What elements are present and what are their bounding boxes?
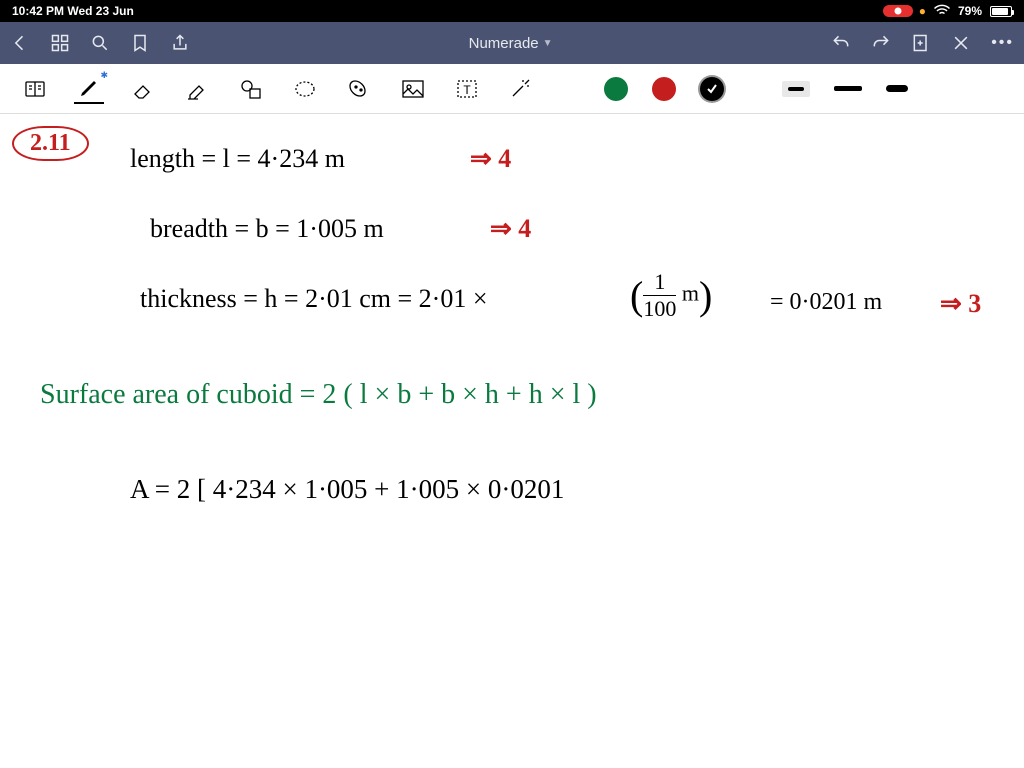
color-green[interactable]	[604, 77, 628, 101]
redo-icon[interactable]	[871, 33, 891, 53]
lasso-tool[interactable]	[290, 74, 320, 104]
rotation-lock-icon: ●	[919, 4, 926, 18]
line-thickness-a: thickness = h = 2·01 cm = 2·01 ×	[140, 284, 488, 314]
grid-icon[interactable]	[50, 33, 70, 53]
line-formula: Surface area of cuboid = 2 ( l × b + b ×…	[40, 379, 597, 411]
color-red[interactable]	[652, 77, 676, 101]
note-canvas[interactable]: 2.11 length = l = 4·234 m ⇒ 4 breadth = …	[0, 114, 1024, 768]
search-icon[interactable]	[90, 33, 110, 53]
highlighter-tool[interactable]	[182, 74, 212, 104]
record-indicator[interactable]	[883, 5, 913, 17]
more-icon[interactable]: •••	[991, 34, 1014, 52]
undo-icon[interactable]	[831, 33, 851, 53]
status-bar: 10:42 PM Wed 23 Jun ● 79%	[0, 0, 1024, 22]
color-black[interactable]	[700, 77, 724, 101]
battery-percent: 79%	[958, 4, 982, 18]
wifi-icon	[932, 1, 952, 21]
add-page-icon[interactable]	[911, 33, 931, 53]
bookmark-icon[interactable]	[130, 33, 150, 53]
share-icon[interactable]	[170, 33, 190, 53]
eraser-tool[interactable]	[128, 74, 158, 104]
close-icon[interactable]	[951, 33, 971, 53]
back-icon[interactable]	[10, 33, 30, 53]
read-mode-icon[interactable]	[20, 74, 50, 104]
stroke-thin[interactable]	[782, 81, 810, 97]
battery-icon	[990, 6, 1012, 17]
status-time: 10:42 PM Wed 23 Jun	[12, 4, 134, 18]
shapes-tool[interactable]	[236, 74, 266, 104]
pen-tool[interactable]: ✱	[74, 74, 104, 104]
sticker-tool[interactable]	[344, 74, 374, 104]
nav-bar: Numerade▼ •••	[0, 22, 1024, 64]
stroke-med[interactable]	[834, 86, 862, 91]
laser-tool[interactable]	[506, 74, 536, 104]
line-length-sf: ⇒ 4	[470, 144, 511, 174]
line-thickness-c: = 0·0201 m	[770, 289, 882, 316]
text-tool[interactable]: T	[452, 74, 482, 104]
toolbar: ✱ T	[0, 64, 1024, 114]
line-thickness-sf: ⇒ 3	[940, 289, 981, 319]
svg-text:T: T	[463, 83, 471, 97]
status-right: ● 79%	[883, 1, 1012, 21]
image-tool[interactable]	[398, 74, 428, 104]
problem-number: 2.11	[12, 126, 89, 161]
thickness-fraction: (1100 m)	[630, 269, 712, 322]
line-breadth-sf: ⇒ 4	[490, 214, 531, 244]
nav-title[interactable]: Numerade▼	[190, 35, 831, 52]
stroke-thick[interactable]	[886, 85, 908, 92]
line-breadth: breadth = b = 1·005 m	[150, 214, 384, 244]
line-calc: A = 2 [ 4·234 × 1·005 + 1·005 × 0·0201	[130, 474, 564, 505]
line-length: length = l = 4·234 m	[130, 144, 345, 174]
